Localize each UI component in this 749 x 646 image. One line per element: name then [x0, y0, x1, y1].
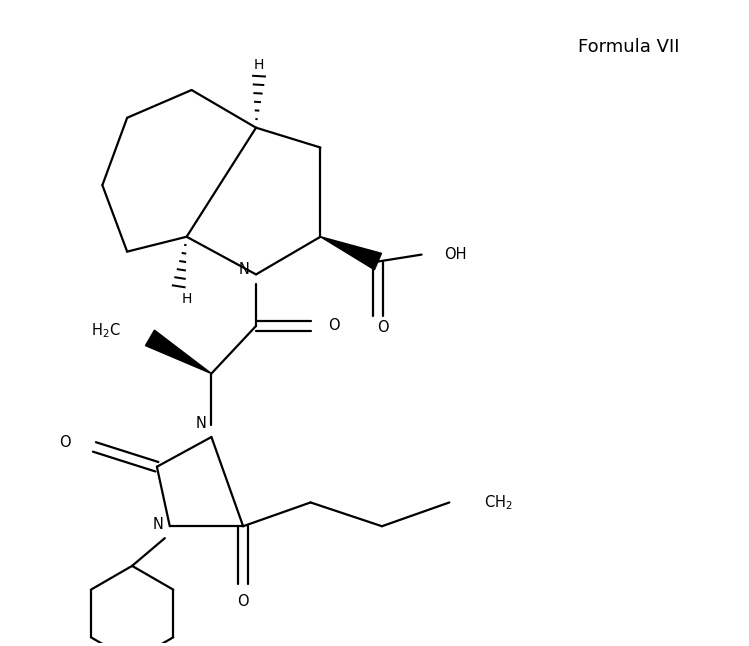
- Text: N: N: [196, 415, 207, 431]
- Polygon shape: [145, 330, 211, 373]
- Text: O: O: [377, 320, 389, 335]
- Text: Formula VII: Formula VII: [578, 39, 680, 56]
- Text: H$_2$C: H$_2$C: [91, 322, 120, 340]
- Text: H: H: [181, 292, 192, 306]
- Text: H: H: [254, 58, 264, 72]
- Text: O: O: [59, 435, 70, 450]
- Text: N: N: [153, 517, 163, 532]
- Text: N: N: [239, 262, 249, 277]
- Text: CH$_2$: CH$_2$: [484, 493, 513, 512]
- Text: O: O: [328, 318, 340, 333]
- Text: O: O: [237, 594, 249, 609]
- Polygon shape: [321, 236, 381, 270]
- Text: OH: OH: [444, 247, 467, 262]
